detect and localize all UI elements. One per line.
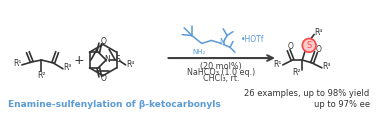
Text: (20 mol%): (20 mol%) [200, 62, 242, 71]
Text: Enamine-sulfenylation of β-ketocarbonyls: Enamine-sulfenylation of β-ketocarbonyls [8, 100, 221, 109]
Text: R⁴: R⁴ [126, 60, 135, 69]
Text: O: O [316, 45, 322, 54]
Text: •HOTf: •HOTf [241, 35, 264, 44]
Text: O: O [100, 74, 106, 83]
Text: 26 examples, up to 98% yield
up to 97% ee: 26 examples, up to 98% yield up to 97% e… [245, 89, 370, 109]
Text: O: O [100, 37, 106, 46]
Text: R⁴: R⁴ [314, 28, 322, 37]
Text: R²: R² [292, 68, 301, 77]
Text: N: N [104, 55, 110, 65]
Text: R²: R² [37, 71, 46, 80]
Text: R¹: R¹ [274, 60, 282, 69]
Circle shape [302, 39, 316, 52]
Text: R³: R³ [322, 62, 331, 71]
Text: CHCl₃, rt.: CHCl₃, rt. [203, 74, 240, 83]
Text: N: N [219, 38, 225, 47]
Text: NaHCO₃ (1.0 eq.): NaHCO₃ (1.0 eq.) [187, 68, 256, 77]
Text: O: O [288, 42, 294, 51]
Text: S: S [307, 41, 312, 50]
Text: R³: R³ [64, 63, 72, 72]
Text: +: + [73, 54, 84, 66]
Text: S: S [115, 55, 120, 65]
Text: NH₂: NH₂ [192, 49, 206, 55]
Text: R¹: R¹ [13, 59, 21, 68]
